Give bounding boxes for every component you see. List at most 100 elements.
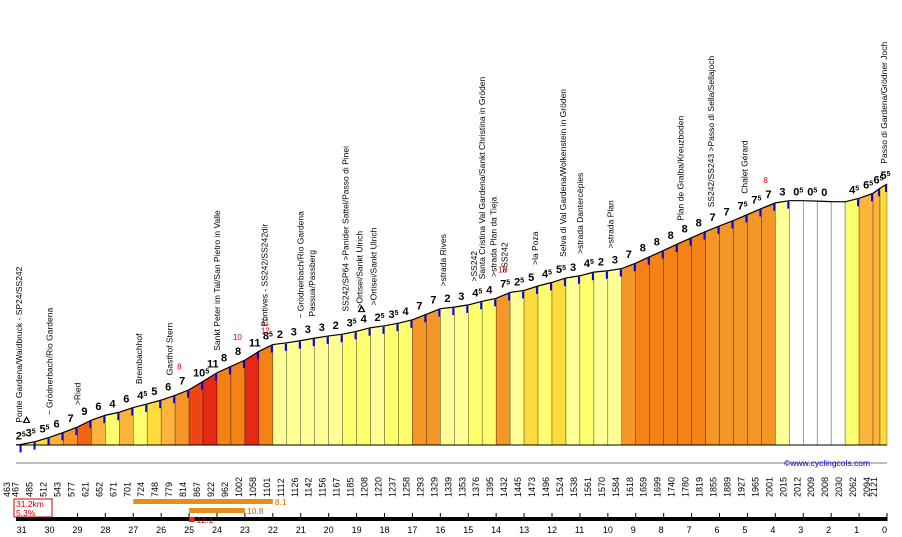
altitude-label-18: 1058 — [248, 477, 258, 497]
segment-18 — [258, 344, 273, 446]
grade-label-34: 4 — [486, 284, 493, 296]
altitude-label-11: 748 — [150, 482, 160, 497]
segment-7 — [105, 412, 120, 446]
place-label-24: Passo di Gardena/Grödner Joch — [879, 42, 889, 164]
segment-9 — [133, 403, 148, 446]
altitude-label-39: 1496 — [541, 477, 551, 497]
segment-63 — [879, 183, 888, 446]
altitude-label-40: 1524 — [555, 477, 565, 497]
km-tick-label-4: 4 — [770, 525, 775, 535]
grade-label-54: 7 — [765, 189, 771, 201]
segment-46 — [649, 250, 664, 446]
grade-label-5: 9 — [81, 406, 87, 418]
grade-label-4: 7 — [67, 413, 73, 425]
summary-grade: 5.3% — [16, 508, 36, 518]
segment-15 — [216, 366, 232, 446]
km-tick-label-0: 0 — [882, 525, 887, 535]
km-tick-label-31: 31 — [17, 525, 27, 535]
altitude-label-37: 1445 — [513, 477, 523, 497]
grade-label-40: 3 — [570, 262, 576, 274]
max-grade-label-54-0: 8 — [763, 176, 768, 185]
altitude-label-15: 922 — [206, 482, 216, 497]
altitude-label-25: 1185 — [346, 478, 356, 497]
place-label-20: >strada Plan — [606, 200, 616, 248]
segment-34 — [482, 298, 497, 446]
place-label-17: >la Poza — [530, 231, 540, 265]
altitude-label-43: 1570 — [597, 477, 607, 497]
segment-47 — [663, 243, 678, 446]
grade-label-20: 3 — [291, 327, 297, 339]
grade-label-63: 55 — [881, 170, 891, 182]
altitude-label-42: 1561 — [583, 477, 593, 497]
place-label-0: Ponte Gardena/Waidbruck - SP24/SS242 — [14, 266, 24, 422]
segment-10 — [147, 399, 162, 446]
km-tick-label-26: 26 — [156, 525, 166, 535]
km-tick-label-30: 30 — [45, 525, 55, 535]
altitude-label-58: 2009 — [806, 477, 816, 497]
altitude-label-38: 1473 — [527, 477, 537, 497]
km-tick-label-22: 22 — [268, 525, 278, 535]
segment-19 — [272, 342, 287, 446]
altitude-label-63: 2121 — [869, 477, 879, 497]
grade-label-58: 0 — [821, 187, 827, 199]
altitude-label-23: 1156 — [318, 478, 328, 497]
grade-label-42: 2 — [598, 257, 604, 269]
altitude-label-28: 1237 — [387, 477, 397, 497]
max-grade-label-35-0: 10 — [498, 265, 507, 274]
altitude-label-41: 1538 — [569, 477, 579, 497]
altitude-label-50: 1819 — [695, 477, 705, 497]
altitude-label-54: 1965 — [750, 477, 760, 497]
profile-markers — [19, 185, 887, 453]
profile-outline — [15, 183, 888, 446]
km-tick-label-3: 3 — [798, 525, 803, 535]
grade-label-49: 8 — [696, 218, 702, 230]
segment-28 — [398, 319, 413, 446]
altitude-label-29: 1258 — [401, 477, 411, 497]
grade-label-22: 3 — [319, 322, 325, 334]
km-tick-label-21: 21 — [296, 525, 306, 535]
segment-21 — [300, 337, 315, 446]
segment-29 — [412, 314, 427, 446]
altitude-label-31: 1329 — [429, 477, 439, 497]
grade-label-8: 6 — [123, 394, 129, 406]
km-tick-label-10: 10 — [603, 525, 613, 535]
segment-12 — [174, 389, 190, 446]
altitude-label-24: 1167 — [332, 478, 342, 497]
km-tick-label-1: 1 — [854, 525, 859, 535]
km-tick-label-28: 28 — [100, 525, 110, 535]
grade-label-32: 3 — [458, 291, 464, 303]
altitude-label-12: 779 — [164, 482, 174, 497]
grade-label-52: 75 — [737, 201, 747, 213]
altitude-label-32: 1339 — [443, 477, 453, 497]
km-tick-label-13: 13 — [519, 525, 529, 535]
grade-label-39: 55 — [556, 264, 566, 276]
segment-41 — [579, 271, 595, 446]
grade-label-19: 2 — [277, 329, 283, 341]
profile-line — [15, 183, 888, 446]
summary-distance: 31.2km — [16, 499, 44, 509]
altitude-label-30: 1293 — [415, 477, 425, 497]
segment-56 — [789, 200, 804, 446]
altitude-label-7: 652 — [94, 482, 104, 497]
segment-33 — [468, 301, 483, 446]
altitude-label-33: 1353 — [457, 477, 467, 497]
place-label-21: Plan de Gralba/Kreuzboden — [675, 116, 685, 221]
place-label-19: >strada Dantercëpies — [575, 173, 585, 254]
max-grade-label-16-0: 10 — [233, 333, 242, 342]
segment-25 — [356, 327, 371, 446]
grade-label-2: 55 — [40, 423, 50, 435]
km-tick-label-11: 11 — [575, 525, 584, 535]
altitude-label-48: 1740 — [667, 477, 677, 497]
grade-label-0: 25 — [16, 430, 26, 442]
altitude-label-8: 671 — [108, 482, 118, 497]
grade-label-33: 45 — [472, 287, 482, 299]
place-label-13: >SS242 — [469, 251, 479, 282]
altitude-label-49: 1780 — [681, 477, 691, 497]
km-tick-label-15: 15 — [463, 525, 473, 535]
steepest-section-label-2: 12.1 — [197, 515, 214, 525]
grade-label-6: 6 — [95, 401, 101, 413]
altitude-label-53: 1927 — [736, 477, 746, 497]
